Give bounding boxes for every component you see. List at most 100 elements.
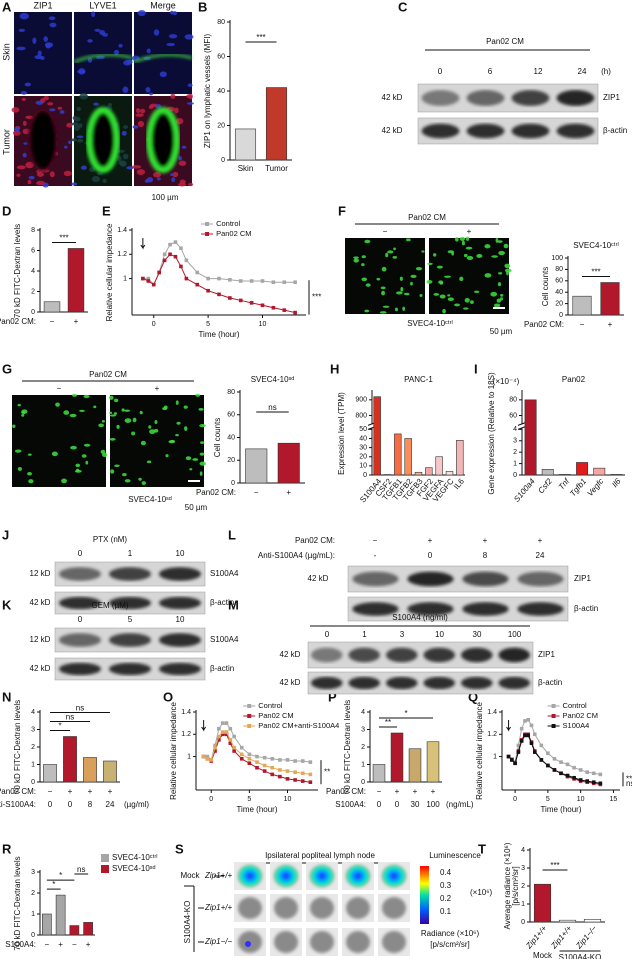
decoration [179, 179, 186, 185]
dose-label: 100 [508, 630, 522, 639]
point [282, 280, 287, 285]
decoration [122, 153, 129, 160]
point [278, 768, 282, 772]
decoration [159, 567, 201, 581]
point [168, 252, 172, 257]
point [232, 745, 236, 750]
panel-label: N [2, 689, 11, 704]
decoration [136, 107, 141, 114]
dose-label: 0 [78, 549, 83, 558]
decoration [154, 428, 159, 433]
time-label: 6 [488, 67, 493, 76]
decoration [122, 473, 127, 477]
protein-label: ZIP1 [603, 93, 620, 102]
point [201, 754, 206, 759]
decoration [517, 602, 564, 616]
decoration [403, 292, 410, 296]
decoration [85, 460, 89, 465]
decoration [17, 466, 22, 471]
colorbar-title: Luminescence [429, 851, 481, 860]
point [162, 252, 167, 257]
decoration [49, 108, 56, 112]
y-axis-label: Expression level (TPM) [337, 392, 346, 475]
decoration [146, 460, 152, 464]
decoration [74, 124, 80, 131]
decoration [131, 431, 136, 436]
point [228, 726, 233, 731]
decoration [43, 36, 48, 42]
decoration [419, 293, 423, 297]
decoration [466, 255, 474, 261]
decoration [71, 182, 78, 186]
point [293, 759, 297, 763]
point [184, 276, 189, 281]
point [239, 757, 244, 761]
point [232, 734, 236, 739]
panel-label: I [474, 361, 478, 376]
decoration [400, 286, 404, 292]
x-tick-label: 10 [259, 321, 267, 328]
point [151, 282, 156, 287]
y-tick-label: 6 [31, 247, 35, 254]
decoration [37, 50, 42, 57]
condition-value: - [374, 551, 377, 560]
point [220, 721, 225, 725]
point [205, 754, 210, 759]
bar [83, 757, 97, 783]
point [523, 733, 527, 738]
decoration [109, 633, 151, 647]
decoration [365, 283, 371, 287]
treatment-label: Pan02 CM [486, 37, 524, 46]
condition-unit: (µg/ml) [124, 800, 149, 809]
y-tick-label: 1 [31, 761, 35, 768]
point [173, 254, 178, 259]
decoration [79, 92, 89, 100]
decoration [25, 161, 35, 169]
decoration [484, 273, 492, 278]
decoration [192, 458, 199, 461]
point [506, 754, 511, 759]
decoration [109, 414, 117, 417]
decoration [21, 409, 28, 414]
treatment-label: GEM (µM) [91, 601, 128, 610]
dose-label: 0 [78, 615, 83, 624]
condition-value: 30 [411, 800, 420, 809]
bar [600, 282, 620, 316]
colorbar-unit: (×10⁶) [470, 888, 493, 897]
point [262, 769, 267, 773]
decoration [188, 182, 194, 187]
bar [69, 925, 80, 936]
decoration [427, 262, 433, 265]
column-label: LYVE1 [89, 0, 116, 10]
decoration [198, 408, 204, 411]
colorbar-tick: 0.4 [440, 868, 452, 877]
decoration [381, 266, 387, 272]
decoration [96, 172, 104, 176]
y-tick-label: 60 [227, 412, 235, 419]
condition-value: − [50, 317, 55, 326]
y-tick-label: 40 [555, 289, 563, 296]
point [228, 277, 232, 282]
point [232, 749, 236, 753]
condition-label: − [57, 384, 62, 393]
point [247, 752, 252, 757]
decoration [133, 53, 193, 64]
decoration [186, 102, 194, 105]
decoration [138, 477, 142, 481]
bar [558, 474, 571, 476]
condition-value: 0 [428, 551, 433, 560]
y-tick-label: 2 [513, 449, 517, 456]
decoration [439, 294, 446, 299]
y-axis-label: Relative cellular impedance [105, 223, 114, 321]
dose-label: 1 [362, 630, 367, 639]
chart-title: Pan02 [562, 375, 586, 384]
decoration [136, 169, 146, 176]
decoration [63, 170, 72, 177]
significance: * [52, 880, 55, 889]
decoration [454, 237, 459, 242]
protein-label: ZIP1 [538, 650, 555, 659]
legend-label: Pan02 CM [258, 711, 293, 720]
decoration [81, 454, 87, 458]
point [249, 301, 254, 305]
decoration [109, 662, 151, 676]
